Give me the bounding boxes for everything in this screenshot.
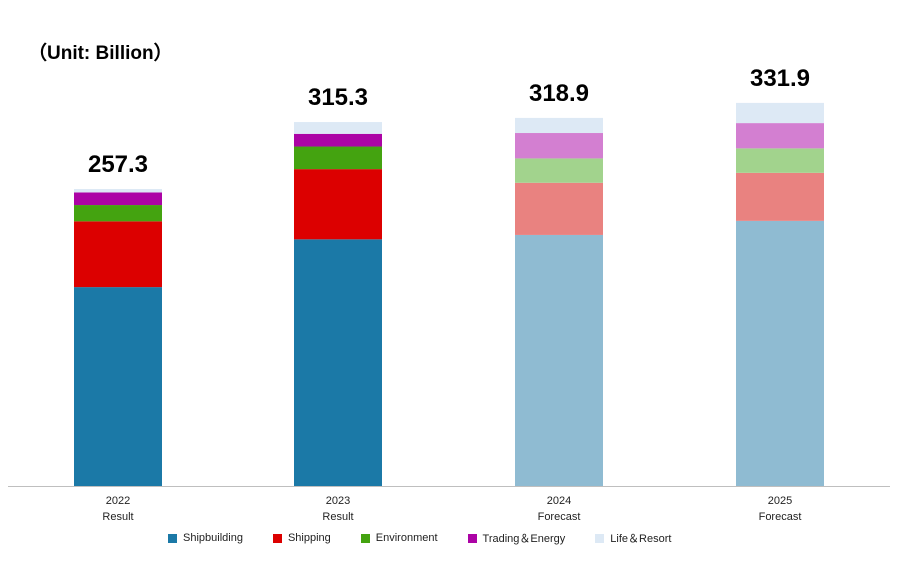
x-tick-year-2022: 2022 [106,495,130,507]
legend-item-environment: Environment [360,532,438,544]
bar-2025-shipping [736,172,824,221]
bar-2023-shipbuilding [294,239,382,486]
x-tick-year-2025: 2025 [768,495,792,507]
bar-2024-shipbuilding [515,234,603,486]
bar-2022-environment [74,205,162,222]
bar-2022-trading-energy [74,192,162,206]
legend-swatch [595,533,605,543]
bar-2023-environment [294,146,382,170]
x-tick-kind-2022: Result [102,511,133,523]
x-tick-year-2024: 2024 [547,495,571,507]
bar-2022-shipping [74,221,162,288]
bar-2022-life-resort [74,189,162,193]
legend-item-shipping: Shipping [272,532,331,544]
x-tick-kind-2023: Result [322,511,353,523]
legend-label: Shipbuilding [183,532,243,544]
x-tick-kind-2025: Forecast [759,511,802,523]
bar-2024-trading-energy [515,133,603,159]
legend-swatch [168,533,177,543]
x-tick-kind-2024: Forecast [538,511,581,523]
bar-2024-shipping [515,182,603,235]
bar-2023-life-resort [294,122,382,134]
legend: Shipbuilding Shipping Environment Trading＆E… [168,530,701,546]
x-tick-year-2023: 2023 [326,495,350,507]
legend-label: Environment [375,532,438,544]
bar-2024-life-resort [515,117,603,134]
bar-2025-environment [736,148,824,173]
legend-item-trading-energy: Trading＆Energy [467,530,566,546]
legend-swatch [467,533,477,543]
bar-2023-shipping [294,169,382,240]
legend-label: Trading＆Energy [482,533,566,545]
bar-2022-shipbuilding [74,287,162,486]
bar-2025-shipbuilding [736,220,824,486]
total-label-2025: 331.9 [750,65,810,92]
legend-swatch [272,533,282,543]
bar-2025-life-resort [736,102,824,124]
legend-label: Life＆Resort [610,533,672,545]
bar-2024-environment [515,158,603,183]
total-label-2023: 315.3 [308,84,368,111]
legend-label: Shipping [287,532,331,544]
total-label-2024: 318.9 [529,80,589,107]
bar-2023-trading-energy [294,133,382,147]
bar-2025-trading-energy [736,123,824,149]
legend-item-shipbuilding: Shipbuilding [168,532,243,544]
total-label-2022: 257.3 [88,151,148,178]
unit-label: （Unit: Billion） [28,43,173,64]
legend-swatch [360,533,370,543]
legend-item-life-resort: Life＆Resort [595,530,671,546]
